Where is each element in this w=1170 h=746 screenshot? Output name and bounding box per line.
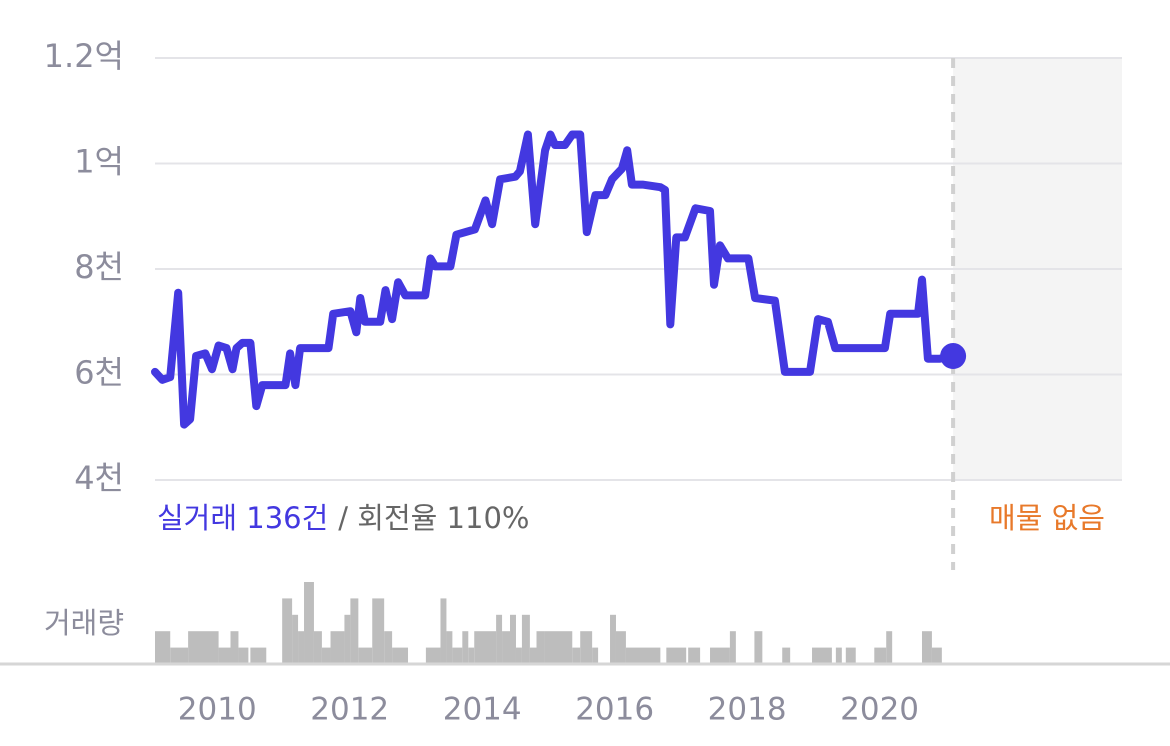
x-tick-label: 2012 <box>310 692 389 728</box>
x-tick-label: 2010 <box>178 692 257 728</box>
volume-bar <box>350 598 359 664</box>
y-tick-label: 8천 <box>74 248 124 286</box>
volume-bar <box>170 647 189 664</box>
volume-bar <box>931 647 942 664</box>
volume-bar <box>610 614 616 664</box>
volume-bar <box>250 647 267 664</box>
volume-bar <box>230 631 239 664</box>
volume-bar <box>921 631 932 664</box>
volume-bar <box>615 631 626 664</box>
y-tick-label: 6천 <box>74 354 124 392</box>
volume-bar <box>462 631 469 664</box>
volume-bar <box>529 647 537 664</box>
volume-bar <box>572 647 581 664</box>
volume-bar <box>321 647 331 664</box>
x-tick-label: 2016 <box>575 692 654 728</box>
y-tick-label: 4천 <box>74 459 124 497</box>
volume-bar <box>710 647 730 664</box>
volume-bar <box>188 631 219 664</box>
volume-bar <box>729 631 736 664</box>
volume-bar <box>218 647 231 664</box>
y-tick-label: 1억 <box>74 143 124 181</box>
volume-bar <box>521 614 530 664</box>
volume-bar <box>446 631 453 664</box>
volume-bar <box>754 631 763 664</box>
volume-bar <box>886 631 893 664</box>
volume-bar <box>155 631 171 664</box>
trade-count: 실거래 136건 <box>157 501 328 535</box>
price-line <box>151 130 958 429</box>
volume-bar <box>298 631 305 664</box>
volume-bar <box>392 647 409 664</box>
volume-bar <box>330 631 345 664</box>
volume-bar <box>580 631 593 664</box>
volume-bar <box>238 647 249 664</box>
volume-bar <box>782 647 791 664</box>
last-point <box>940 343 967 370</box>
volume-bar <box>625 647 661 664</box>
volume-bar <box>292 614 299 664</box>
volume-bar <box>536 631 545 664</box>
volume-bar <box>344 614 351 664</box>
volume-bar <box>384 631 393 664</box>
volume-bar <box>688 647 701 664</box>
volume-bar <box>282 598 293 664</box>
volume-bar <box>666 647 687 664</box>
volume-bar <box>544 631 573 664</box>
volume-bar <box>440 598 447 664</box>
volume-bar <box>835 647 842 664</box>
trade-summary: 실거래 136건 / 회전율 110% <box>157 501 529 535</box>
volume-bar <box>452 647 463 664</box>
volume-label: 거래량 <box>44 606 124 640</box>
volume-bar <box>468 647 475 664</box>
volume-bar <box>812 647 832 664</box>
volume-bar <box>845 647 856 664</box>
volume-bar <box>358 647 373 664</box>
volume-bar <box>874 647 887 664</box>
volume-bar <box>425 647 441 664</box>
y-tick-label: 1.2억 <box>44 37 124 75</box>
listings-note: 매물 없음 <box>989 501 1105 535</box>
volume-bar <box>474 631 497 664</box>
turnover: / 회전율 110% <box>338 501 529 535</box>
volume-bar <box>502 631 511 664</box>
volume-bar <box>496 614 503 664</box>
volume-bar <box>304 582 314 664</box>
volume-bar <box>372 598 385 664</box>
volume-bar <box>592 647 599 664</box>
x-tick-label: 2014 <box>443 692 522 728</box>
volume-bar <box>313 631 322 664</box>
volume-bar <box>515 647 522 664</box>
volume-bar <box>510 614 516 664</box>
x-tick-label: 2018 <box>708 692 787 728</box>
x-tick-label: 2020 <box>840 692 919 728</box>
